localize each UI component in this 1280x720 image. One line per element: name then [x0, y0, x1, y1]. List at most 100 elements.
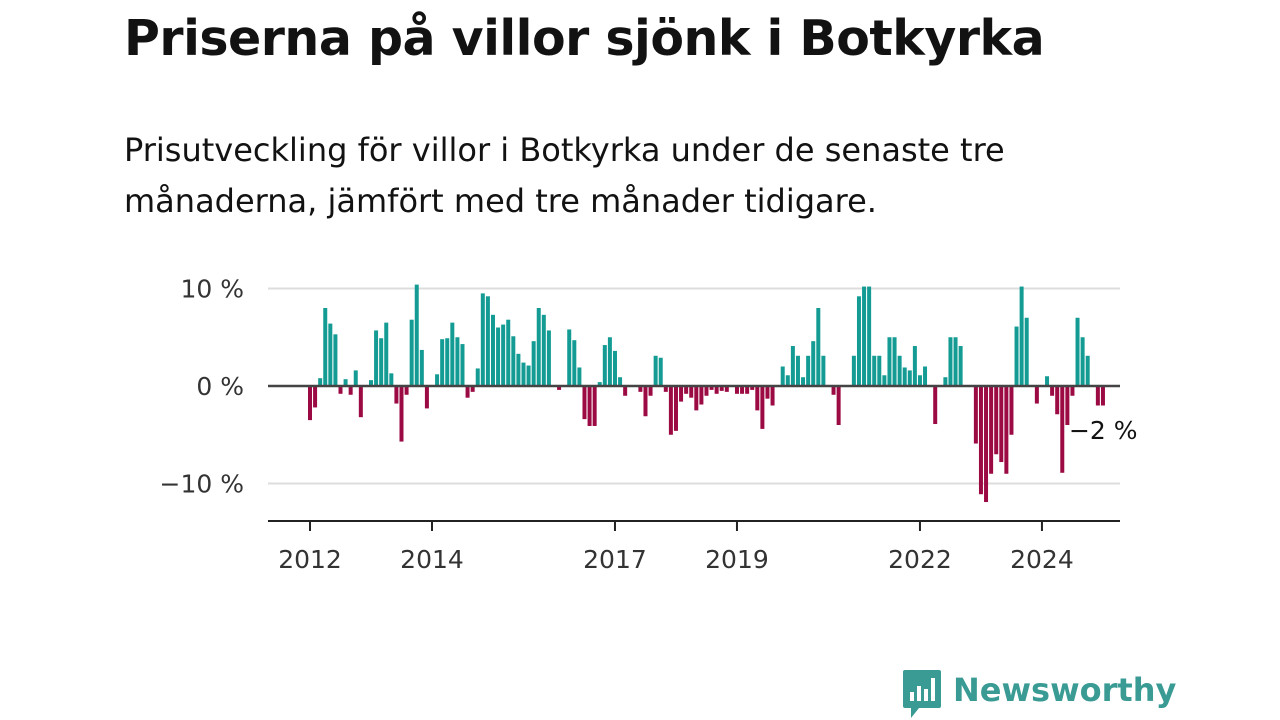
bar-negative — [348, 386, 353, 395]
bar-negative — [679, 386, 684, 402]
y-tick-label: 10 % — [180, 275, 244, 304]
bar-positive — [318, 378, 323, 386]
bar-negative — [1009, 386, 1014, 435]
bar-negative — [1070, 386, 1075, 396]
bar-positive — [536, 308, 541, 386]
bar-positive — [780, 366, 785, 386]
bar-negative — [933, 386, 938, 425]
bar-positive — [958, 346, 963, 386]
bar-positive — [419, 349, 424, 387]
bar-negative — [745, 386, 750, 394]
newsworthy-logo-icon — [903, 670, 941, 718]
bar-negative — [424, 386, 429, 409]
newsworthy-logo: Newsworthy — [901, 668, 1176, 720]
bar-positive — [795, 355, 800, 386]
bar-negative — [394, 386, 399, 404]
bar-positive — [948, 337, 953, 386]
bar-positive — [1080, 337, 1085, 386]
bar-positive — [917, 375, 922, 386]
bar-negative — [1004, 386, 1009, 474]
bar-negative — [684, 386, 689, 394]
bar-positive — [323, 308, 328, 386]
bar-positive — [923, 366, 928, 386]
bar-positive — [851, 355, 856, 386]
bars — [308, 284, 1105, 503]
bar-negative — [984, 386, 989, 503]
y-axis-labels: 10 % 0 % −10 % — [160, 275, 244, 499]
bar-positive — [485, 296, 490, 386]
bar-positive — [460, 344, 465, 386]
bar-positive — [943, 377, 948, 387]
bar-negative — [673, 386, 678, 431]
bar-positive — [526, 365, 531, 386]
x-axis: 2012 2014 2017 2019 2022 2024 — [268, 520, 1120, 574]
bar-positive — [374, 330, 379, 387]
bar-positive — [1075, 317, 1080, 386]
bar-positive — [435, 374, 440, 386]
bar-positive — [882, 375, 887, 386]
bar-positive — [389, 373, 394, 386]
bar-positive — [618, 377, 623, 387]
bar-negative — [313, 386, 318, 408]
bar-positive — [450, 322, 455, 387]
bar-positive — [607, 337, 612, 386]
bar-positive — [877, 355, 882, 386]
annotations: −2 % — [1069, 416, 1138, 445]
bar-positive — [572, 340, 577, 387]
bar-positive — [811, 341, 816, 386]
bar-negative — [760, 386, 765, 429]
bar-positive — [816, 308, 821, 386]
bar-negative — [973, 386, 978, 444]
bar-negative — [358, 386, 363, 418]
bar-negative — [308, 386, 312, 421]
bar-positive — [597, 382, 602, 386]
bar-positive — [790, 346, 795, 386]
bar-negative — [689, 386, 694, 398]
bar-positive — [821, 355, 826, 386]
bar-chart: 10 % 0 % −10 % 2012 2014 2017 2019 2022 2024 −2… — [160, 275, 1138, 575]
bar-positive — [379, 338, 384, 387]
bar-positive — [521, 362, 526, 386]
bar-positive — [653, 355, 658, 386]
bar-negative — [1100, 386, 1105, 406]
bar-positive — [856, 296, 861, 386]
bar-positive — [440, 339, 445, 386]
bar-positive — [328, 323, 333, 386]
bar-negative — [648, 386, 653, 396]
bar-positive — [907, 370, 912, 386]
bar-positive — [892, 337, 897, 386]
x-tick-label: 2019 — [705, 545, 769, 574]
bar-negative — [404, 386, 409, 395]
bar-positive — [1024, 317, 1029, 386]
bar-positive — [490, 314, 495, 386]
bar-positive — [455, 337, 460, 386]
bar-positive — [343, 379, 348, 386]
y-tick-label: 0 % — [196, 372, 244, 401]
bar-positive — [1085, 355, 1090, 386]
bar-positive — [862, 286, 867, 386]
bar-negative — [750, 386, 755, 390]
bar-positive — [602, 345, 607, 386]
bar-negative — [592, 386, 597, 426]
bar-positive — [785, 375, 790, 386]
gridlines — [268, 287, 1120, 485]
y-tick-label: −10 % — [160, 470, 244, 499]
bar-negative — [999, 386, 1004, 463]
bar-negative — [582, 386, 587, 420]
bar-negative — [1050, 386, 1055, 396]
bar-positive — [353, 370, 358, 386]
bar-negative — [663, 386, 668, 392]
bar-positive — [516, 353, 521, 386]
bar-positive — [577, 367, 582, 386]
bar-positive — [546, 330, 551, 387]
x-tick-label: 2017 — [583, 545, 647, 574]
bar-negative — [623, 386, 628, 396]
bar-positive — [445, 338, 450, 387]
bar-positive — [531, 341, 536, 386]
bar-negative — [1065, 386, 1070, 425]
bar-negative — [1060, 386, 1065, 473]
bar-negative — [638, 386, 643, 392]
bar-negative — [668, 386, 673, 435]
bar-negative — [714, 386, 719, 394]
bar-negative — [978, 386, 983, 495]
